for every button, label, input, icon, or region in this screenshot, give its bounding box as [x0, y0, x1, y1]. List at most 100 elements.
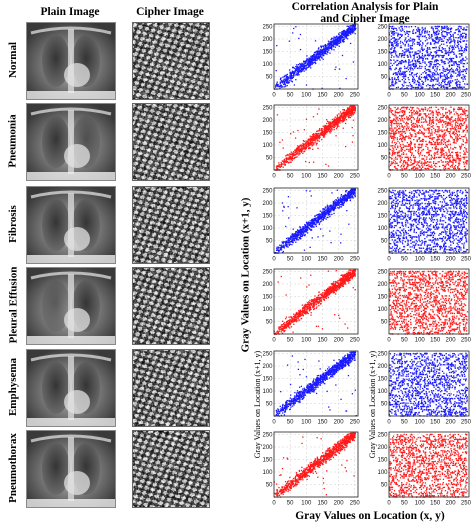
- scatter-point: [452, 87, 454, 89]
- scatter-point: [287, 82, 289, 84]
- scatter-point: [447, 167, 449, 170]
- scatter-point: [313, 138, 315, 141]
- scatter-point: [332, 123, 334, 125]
- scatter-point: [430, 64, 432, 66]
- scatter-point: [403, 128, 405, 130]
- scatter-point: [406, 54, 408, 57]
- scatter-point: [407, 118, 409, 120]
- scatter-point: [393, 139, 395, 141]
- scatter-point: [458, 158, 460, 160]
- scatter-point: [299, 234, 302, 237]
- scatter-point: [313, 57, 316, 59]
- scatter-point: [276, 82, 278, 85]
- scatter-point: [318, 47, 320, 49]
- scatter-point: [455, 84, 458, 87]
- scatter-point: [434, 66, 437, 68]
- scatter-point: [442, 149, 444, 152]
- scatter-point: [346, 30, 348, 32]
- scatter-point: [456, 157, 459, 160]
- scatter-point: [431, 75, 433, 77]
- scatter-point: [450, 129, 452, 131]
- scatter-point: [393, 127, 396, 129]
- scatter-point: [448, 47, 450, 49]
- scatter-point: [465, 162, 467, 165]
- y-tick-label: 250: [377, 106, 388, 112]
- scatter-point: [351, 29, 353, 31]
- scatter-point: [455, 153, 458, 155]
- scatter-point: [449, 37, 451, 39]
- scatter-point: [393, 48, 395, 50]
- scatter-point: [394, 82, 397, 84]
- scatter-point: [406, 141, 409, 144]
- scatter-point: [318, 136, 320, 138]
- scatter-point: [404, 136, 407, 138]
- scatter-point: [435, 116, 437, 118]
- scatter-point: [434, 129, 436, 131]
- scatter-point: [350, 193, 353, 196]
- scatter-point: [419, 51, 421, 53]
- scatter-point: [428, 118, 431, 120]
- scatter-point: [425, 37, 428, 39]
- scatter-point: [346, 33, 348, 35]
- scatter-point: [429, 66, 431, 68]
- scatter-point: [330, 43, 332, 45]
- scatter-point: [430, 78, 432, 80]
- scatter-point: [281, 163, 284, 165]
- scatter-point: [448, 64, 451, 67]
- scatter-point: [445, 121, 447, 123]
- scatter-point: [400, 73, 403, 76]
- scatter-point: [461, 143, 463, 145]
- scatter-point: [421, 83, 424, 85]
- scatter-point: [452, 71, 454, 73]
- scatter-point: [397, 78, 400, 81]
- scatter-point: [428, 110, 431, 112]
- scatter-point: [411, 59, 414, 61]
- scatter-point: [282, 76, 284, 78]
- scatter-point: [460, 45, 462, 47]
- scatter-point: [296, 74, 299, 76]
- scatter-point: [419, 57, 421, 60]
- scatter-point: [436, 140, 438, 142]
- scatter-point: [394, 158, 396, 160]
- scatter-point: [442, 107, 444, 109]
- scatter-point: [351, 106, 353, 108]
- scatter-point: [401, 111, 403, 113]
- scatter-point: [348, 109, 350, 111]
- scatter-point: [457, 27, 459, 30]
- scatter-point: [464, 142, 467, 144]
- scatter-point: [432, 40, 434, 42]
- scatter-point: [418, 61, 420, 63]
- scatter-point: [295, 230, 298, 233]
- scatter-point: [330, 41, 333, 43]
- scatter-point: [447, 140, 449, 143]
- scatter-point: [413, 56, 415, 58]
- scatter-point: [448, 132, 451, 135]
- scatter-point: [440, 86, 442, 88]
- scatter-point: [412, 69, 414, 71]
- scatter-point: [303, 249, 306, 251]
- scatter-point: [312, 116, 315, 118]
- scatter-point: [463, 27, 465, 29]
- scatter-point: [290, 157, 292, 159]
- scatter-point: [425, 161, 427, 164]
- scatter-point: [436, 38, 438, 40]
- scatter-point: [315, 135, 317, 137]
- scatter-point: [450, 112, 452, 114]
- scatter-point: [438, 48, 441, 50]
- row-label-pneumothorax: Pneumothorax: [4, 430, 22, 506]
- scatter-point: [420, 48, 422, 50]
- scatter-point: [286, 154, 288, 156]
- scatter-point: [441, 161, 443, 163]
- scatter-point: [431, 121, 433, 124]
- scatter-point: [452, 139, 455, 141]
- scatter-point: [406, 48, 408, 50]
- scatter-point: [425, 76, 427, 79]
- scatter-point: [334, 39, 336, 42]
- scatter-point: [287, 79, 289, 81]
- scatter-point: [411, 125, 414, 128]
- scatter-point: [394, 111, 397, 113]
- scatter-point: [407, 119, 409, 121]
- scatter-point: [455, 56, 457, 58]
- scatter-point: [448, 122, 450, 125]
- scatter-point: [457, 40, 459, 42]
